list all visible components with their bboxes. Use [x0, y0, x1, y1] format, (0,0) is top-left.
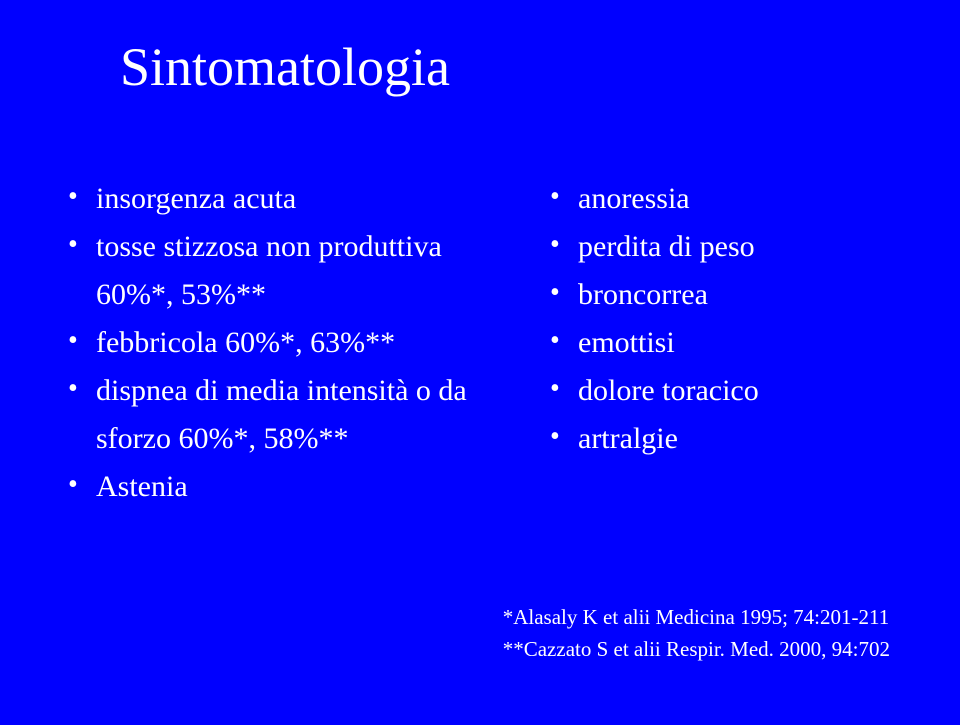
left-column: insorgenza acuta tosse stizzosa non prod… — [30, 175, 480, 511]
list-item: tosse stizzosa non produttiva 60%*, 53%*… — [68, 223, 480, 319]
list-item: Astenia — [68, 463, 480, 511]
list-item: emottisi — [550, 319, 930, 367]
list-item: insorgenza acuta — [68, 175, 480, 223]
list-item: dolore toracico — [550, 367, 930, 415]
reference-line: *Alasaly K et alii Medicina 1995; 74:201… — [503, 602, 890, 634]
list-item: febbricola 60%*, 63%** — [68, 319, 480, 367]
right-column: anoressia perdita di peso broncorrea emo… — [480, 175, 930, 511]
reference-line: **Cazzato S et alii Respir. Med. 2000, 9… — [503, 634, 890, 666]
left-bullets: insorgenza acuta tosse stizzosa non prod… — [68, 175, 480, 511]
list-item: perdita di peso — [550, 223, 930, 271]
columns-container: insorgenza acuta tosse stizzosa non prod… — [30, 175, 930, 511]
slide: Sintomatologia insorgenza acuta tosse st… — [0, 0, 960, 725]
list-item: dispnea di media intensità o da sforzo 6… — [68, 367, 480, 463]
list-item: artralgie — [550, 415, 930, 463]
references: *Alasaly K et alii Medicina 1995; 74:201… — [503, 602, 890, 665]
list-item: broncorrea — [550, 271, 930, 319]
right-bullets: anoressia perdita di peso broncorrea emo… — [550, 175, 930, 463]
slide-title: Sintomatologia — [120, 36, 450, 98]
list-item: anoressia — [550, 175, 930, 223]
